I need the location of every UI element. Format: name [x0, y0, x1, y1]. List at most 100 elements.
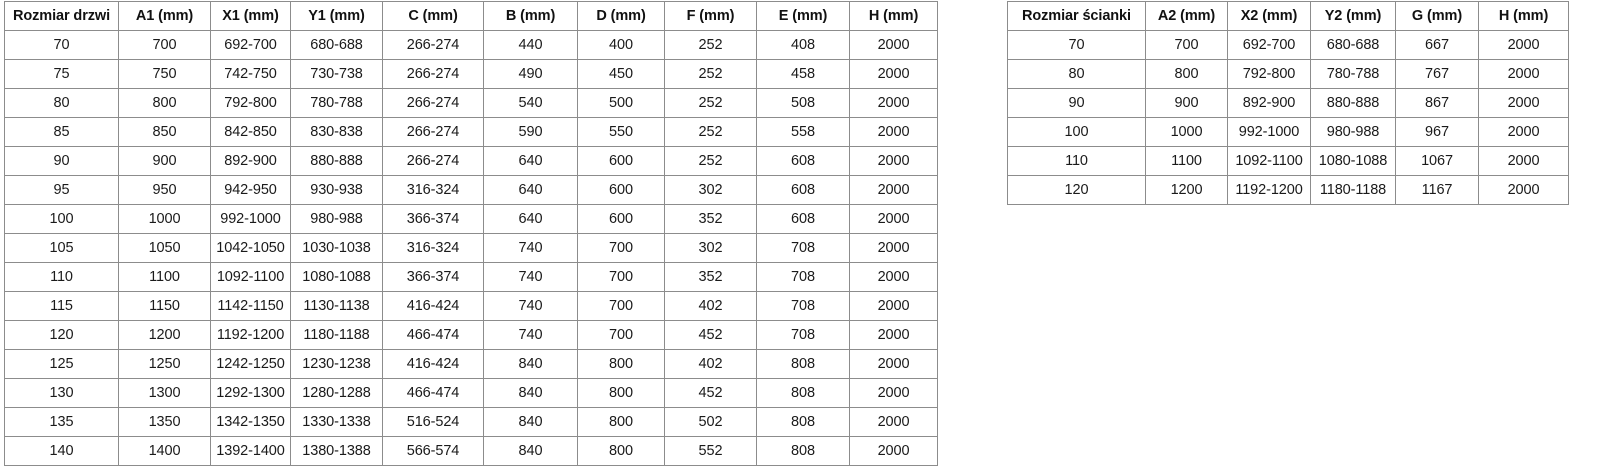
table-row: 130 1300 1292-1300 1280-1288 466-474 840 800 45…	[4, 378, 938, 408]
doors-table-body: 70 700 692-700 680-688 266-274 440 400 252 408 20…	[4, 30, 938, 466]
doors-cell-r9-c2: 1142-1150	[210, 291, 291, 321]
doors-cell-r3-c3: 830-838	[290, 117, 383, 147]
doors-cell-r13-c7: 502	[664, 407, 757, 437]
doors-cell-r8-c2: 1092-1100	[210, 262, 291, 292]
doors-cell-r2-c2: 792-800	[210, 88, 291, 118]
doors-cell-r14-c7: 552	[664, 436, 757, 466]
doors-cell-r13-c8: 808	[756, 407, 850, 437]
doors-cell-r11-c0: 125	[4, 349, 119, 379]
doors-cell-r10-c0: 120	[4, 320, 119, 350]
doors-cell-r9-c0: 115	[4, 291, 119, 321]
doors-table-header: Rozmiar drzwi A1 (mm) X1 (mm) Y1 (mm) C (mm)…	[4, 1, 938, 31]
doors-cell-r7-c2: 1042-1050	[210, 233, 291, 263]
doors-cell-r7-c0: 105	[4, 233, 119, 263]
doors-cell-r0-c5: 440	[483, 30, 578, 60]
walls-table-header: Rozmiar ścianki A2 (mm) X2 (mm) Y2 (mm) G (m…	[1007, 1, 1569, 31]
table-row: 100 1000 992-1000 980-988 967 2000	[1007, 117, 1569, 147]
doors-cell-r8-c9: 2000	[849, 262, 938, 292]
walls-cell-r4-c4: 1067	[1395, 146, 1479, 176]
doors-cell-r13-c5: 840	[483, 407, 578, 437]
doors-cell-r3-c8: 558	[756, 117, 850, 147]
doors-cell-r2-c0: 80	[4, 88, 119, 118]
walls-cell-r5-c4: 1167	[1395, 175, 1479, 205]
doors-cell-r10-c4: 466-474	[382, 320, 484, 350]
walls-column-header-0: Rozmiar ścianki	[1007, 1, 1146, 31]
doors-column-header-8: E (mm)	[756, 1, 850, 31]
walls-cell-r5-c2: 1192-1200	[1227, 175, 1311, 205]
walls-cell-r1-c3: 780-788	[1310, 59, 1396, 89]
table-row: 110 1100 1092-1100 1080-1088 1067 2000	[1007, 146, 1569, 176]
doors-cell-r3-c6: 550	[577, 117, 665, 147]
table-row: 70 700 692-700 680-688 266-274 440 400 252 408 20…	[4, 30, 938, 60]
doors-cell-r10-c9: 2000	[849, 320, 938, 350]
doors-cell-r12-c5: 840	[483, 378, 578, 408]
doors-cell-r5-c3: 930-938	[290, 175, 383, 205]
doors-cell-r9-c3: 1130-1138	[290, 291, 383, 321]
doors-cell-r4-c6: 600	[577, 146, 665, 176]
doors-cell-r2-c1: 800	[118, 88, 211, 118]
doors-cell-r4-c2: 892-900	[210, 146, 291, 176]
doors-cell-r8-c7: 352	[664, 262, 757, 292]
table-row: 120 1200 1192-1200 1180-1188 466-474 740 700 45…	[4, 320, 938, 350]
doors-cell-r1-c9: 2000	[849, 59, 938, 89]
doors-cell-r1-c3: 730-738	[290, 59, 383, 89]
doors-cell-r7-c6: 700	[577, 233, 665, 263]
doors-column-header-1: A1 (mm)	[118, 1, 211, 31]
doors-cell-r11-c8: 808	[756, 349, 850, 379]
walls-cell-r3-c0: 100	[1007, 117, 1146, 147]
walls-cell-r0-c0: 70	[1007, 30, 1146, 60]
walls-cell-r4-c3: 1080-1088	[1310, 146, 1396, 176]
doors-cell-r12-c2: 1292-1300	[210, 378, 291, 408]
walls-cell-r3-c5: 2000	[1478, 117, 1569, 147]
walls-cell-r1-c1: 800	[1145, 59, 1228, 89]
doors-cell-r0-c2: 692-700	[210, 30, 291, 60]
walls-cell-r1-c0: 80	[1007, 59, 1146, 89]
doors-cell-r5-c6: 600	[577, 175, 665, 205]
doors-column-header-0: Rozmiar drzwi	[4, 1, 119, 31]
doors-cell-r1-c2: 742-750	[210, 59, 291, 89]
doors-column-header-6: D (mm)	[577, 1, 665, 31]
doors-cell-r8-c4: 366-374	[382, 262, 484, 292]
doors-cell-r6-c9: 2000	[849, 204, 938, 234]
doors-cell-r6-c4: 366-374	[382, 204, 484, 234]
doors-header-row: Rozmiar drzwi A1 (mm) X1 (mm) Y1 (mm) C (mm)…	[4, 1, 938, 31]
doors-cell-r0-c1: 700	[118, 30, 211, 60]
walls-cell-r5-c1: 1200	[1145, 175, 1228, 205]
doors-cell-r11-c7: 402	[664, 349, 757, 379]
walls-cell-r3-c3: 980-988	[1310, 117, 1396, 147]
doors-cell-r7-c5: 740	[483, 233, 578, 263]
doors-cell-r10-c3: 1180-1188	[290, 320, 383, 350]
doors-cell-r14-c5: 840	[483, 436, 578, 466]
doors-cell-r6-c8: 608	[756, 204, 850, 234]
walls-cell-r2-c1: 900	[1145, 88, 1228, 118]
doors-cell-r8-c5: 740	[483, 262, 578, 292]
doors-column-header-9: H (mm)	[849, 1, 938, 31]
walls-column-header-5: H (mm)	[1478, 1, 1569, 31]
doors-cell-r13-c4: 516-524	[382, 407, 484, 437]
doors-cell-r13-c9: 2000	[849, 407, 938, 437]
doors-cell-r9-c4: 416-424	[382, 291, 484, 321]
walls-column-header-4: G (mm)	[1395, 1, 1479, 31]
doors-cell-r12-c4: 466-474	[382, 378, 484, 408]
doors-cell-r8-c3: 1080-1088	[290, 262, 383, 292]
doors-cell-r0-c3: 680-688	[290, 30, 383, 60]
walls-cell-r5-c5: 2000	[1478, 175, 1569, 205]
walls-cell-r0-c1: 700	[1145, 30, 1228, 60]
doors-cell-r9-c5: 740	[483, 291, 578, 321]
doors-cell-r14-c6: 800	[577, 436, 665, 466]
walls-column-header-3: Y2 (mm)	[1310, 1, 1396, 31]
doors-cell-r14-c8: 808	[756, 436, 850, 466]
walls-cell-r2-c2: 892-900	[1227, 88, 1311, 118]
doors-cell-r4-c9: 2000	[849, 146, 938, 176]
doors-cell-r14-c0: 140	[4, 436, 119, 466]
walls-specification-table: Rozmiar ścianki A2 (mm) X2 (mm) Y2 (mm) G (m…	[1007, 1, 1569, 205]
doors-cell-r9-c6: 700	[577, 291, 665, 321]
doors-cell-r5-c9: 2000	[849, 175, 938, 205]
walls-cell-r3-c1: 1000	[1145, 117, 1228, 147]
table-row: 95 950 942-950 930-938 316-324 640 600 302 608 20…	[4, 175, 938, 205]
doors-cell-r7-c8: 708	[756, 233, 850, 263]
doors-cell-r11-c2: 1242-1250	[210, 349, 291, 379]
doors-specification-table: Rozmiar drzwi A1 (mm) X1 (mm) Y1 (mm) C (mm)…	[4, 1, 938, 466]
doors-cell-r14-c2: 1392-1400	[210, 436, 291, 466]
doors-cell-r11-c6: 800	[577, 349, 665, 379]
